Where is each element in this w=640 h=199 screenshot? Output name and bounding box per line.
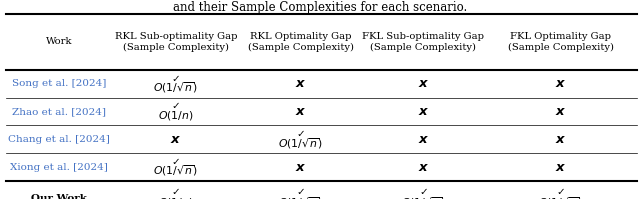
Text: $O(1/\sqrt{n})$: $O(1/\sqrt{n})$ [401, 195, 446, 199]
Text: ✓: ✓ [172, 187, 180, 197]
Text: and their Sample Complexities for each scenario.: and their Sample Complexities for each s… [173, 1, 467, 14]
Text: ✓: ✓ [557, 187, 565, 197]
Text: ✓: ✓ [172, 101, 180, 111]
Text: $\boldsymbol{x}$: $\boldsymbol{x}$ [418, 105, 429, 118]
Text: ✓: ✓ [296, 129, 305, 139]
Text: ✓: ✓ [172, 157, 180, 167]
Text: $\boldsymbol{x}$: $\boldsymbol{x}$ [556, 133, 566, 146]
Text: $O(1/\sqrt{n})$: $O(1/\sqrt{n})$ [278, 136, 323, 150]
Text: $O(1/\sqrt{n})$: $O(1/\sqrt{n})$ [154, 164, 198, 178]
Text: $O(1/\sqrt{n})$: $O(1/\sqrt{n})$ [278, 195, 323, 199]
Text: $\boldsymbol{x}$: $\boldsymbol{x}$ [418, 161, 429, 174]
Text: FKL Optimality Gap
(Sample Complexity): FKL Optimality Gap (Sample Complexity) [508, 32, 614, 52]
Text: $O(1/n)$: $O(1/n)$ [158, 109, 194, 122]
Text: $O(1/\sqrt{n})$: $O(1/\sqrt{n})$ [538, 195, 584, 199]
Text: ✓: ✓ [172, 74, 180, 84]
Text: $O(1/\sqrt{n})$: $O(1/\sqrt{n})$ [154, 80, 198, 95]
Text: Our Work: Our Work [31, 193, 87, 199]
Text: FKL Sub-optimality Gap
(Sample Complexity): FKL Sub-optimality Gap (Sample Complexit… [362, 32, 484, 52]
Text: $\boldsymbol{x}$: $\boldsymbol{x}$ [418, 77, 429, 90]
Text: RKL Optimality Gap
(Sample Complexity): RKL Optimality Gap (Sample Complexity) [248, 32, 354, 52]
Text: $\boldsymbol{x}$: $\boldsymbol{x}$ [170, 133, 182, 146]
Text: $\boldsymbol{x}$: $\boldsymbol{x}$ [418, 133, 429, 146]
Text: Song et al. [2024]: Song et al. [2024] [12, 79, 106, 88]
Text: $\boldsymbol{x}$: $\boldsymbol{x}$ [295, 77, 307, 90]
Text: Zhao et al. [2024]: Zhao et al. [2024] [12, 107, 106, 116]
Text: Xiong et al. [2024]: Xiong et al. [2024] [10, 163, 108, 172]
Text: ✓: ✓ [296, 187, 305, 197]
Text: ✓: ✓ [419, 187, 428, 197]
Text: Chang et al. [2024]: Chang et al. [2024] [8, 135, 110, 144]
Text: $\boldsymbol{x}$: $\boldsymbol{x}$ [556, 161, 566, 174]
Text: Work: Work [46, 37, 72, 46]
Text: $\boldsymbol{x}$: $\boldsymbol{x}$ [295, 105, 307, 118]
Text: $O(1/n)$: $O(1/n)$ [158, 196, 194, 199]
Text: $\boldsymbol{x}$: $\boldsymbol{x}$ [556, 105, 566, 118]
Text: $\boldsymbol{x}$: $\boldsymbol{x}$ [556, 77, 566, 90]
Text: RKL Sub-optimality Gap
(Sample Complexity): RKL Sub-optimality Gap (Sample Complexit… [115, 32, 237, 52]
Text: $\boldsymbol{x}$: $\boldsymbol{x}$ [295, 161, 307, 174]
